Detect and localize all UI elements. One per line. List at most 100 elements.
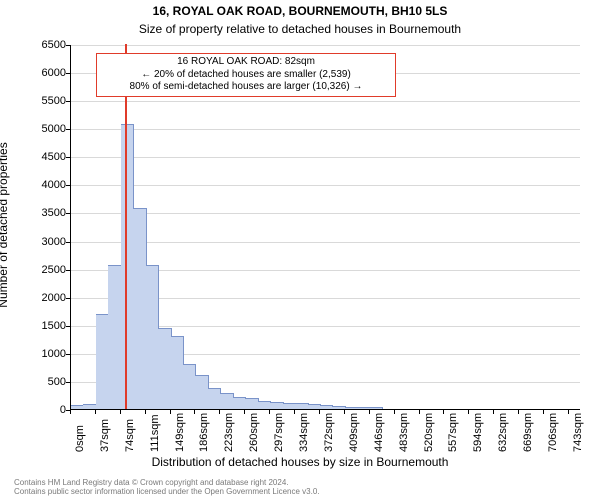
histogram-bar — [357, 407, 370, 409]
ytick-mark — [66, 73, 70, 74]
ytick-label: 4500 — [26, 151, 66, 163]
ytick-label: 500 — [26, 376, 66, 388]
xtick-label: 446sqm — [373, 413, 385, 452]
histogram-bar — [96, 314, 109, 409]
ytick-label: 1000 — [26, 348, 66, 360]
xtick-mark — [95, 410, 96, 414]
ytick-mark — [66, 45, 70, 46]
xtick-label: 483sqm — [398, 413, 410, 452]
xtick-mark — [269, 410, 270, 414]
ytick-label: 3000 — [26, 236, 66, 248]
ytick-label: 4000 — [26, 179, 66, 191]
ytick-mark — [66, 298, 70, 299]
attribution-footer: Contains HM Land Registry data © Crown c… — [14, 478, 320, 496]
xtick-mark — [394, 410, 395, 414]
gridline-h — [71, 101, 580, 102]
histogram-bar — [270, 402, 283, 409]
histogram-bar — [370, 407, 383, 409]
histogram-bar — [146, 265, 159, 409]
gridline-h — [71, 242, 580, 243]
xtick-mark — [319, 410, 320, 414]
gridline-h — [71, 157, 580, 158]
histogram-bar — [183, 364, 196, 409]
chart-container: 16, ROYAL OAK ROAD, BOURNEMOUTH, BH10 5L… — [0, 0, 600, 500]
xtick-mark — [568, 410, 569, 414]
ytick-label: 3500 — [26, 207, 66, 219]
xtick-label: 409sqm — [348, 413, 360, 452]
xtick-mark — [145, 410, 146, 414]
xtick-label: 149sqm — [174, 413, 186, 452]
ytick-mark — [66, 213, 70, 214]
xtick-label: 334sqm — [298, 413, 310, 452]
xtick-label: 743sqm — [572, 413, 584, 452]
histogram-bar — [283, 403, 296, 409]
histogram-bar — [308, 404, 321, 409]
histogram-bar — [220, 393, 233, 409]
xtick-mark — [369, 410, 370, 414]
xtick-label: 520sqm — [423, 413, 435, 452]
ytick-mark — [66, 185, 70, 186]
xtick-mark — [194, 410, 195, 414]
xtick-mark — [443, 410, 444, 414]
ytick-label: 2000 — [26, 292, 66, 304]
xtick-label: 669sqm — [522, 413, 534, 452]
xtick-mark — [244, 410, 245, 414]
ytick-mark — [66, 382, 70, 383]
histogram-bar — [195, 375, 208, 409]
xtick-mark — [219, 410, 220, 414]
histogram-bar — [71, 405, 84, 409]
xtick-label: 260sqm — [248, 413, 260, 452]
chart-title: 16, ROYAL OAK ROAD, BOURNEMOUTH, BH10 5L… — [0, 4, 600, 18]
histogram-bar — [121, 124, 134, 409]
annotation-line1: 16 ROYAL OAK ROAD: 82sqm — [103, 56, 389, 69]
ytick-label: 6000 — [26, 67, 66, 79]
xtick-mark — [493, 410, 494, 414]
histogram-bar — [171, 336, 184, 409]
histogram-bar — [258, 401, 271, 409]
footer-line2: Contains public sector information licen… — [14, 487, 320, 496]
histogram-bar — [295, 403, 308, 409]
xtick-label: 557sqm — [447, 413, 459, 452]
xtick-label: 594sqm — [472, 413, 484, 452]
histogram-bar — [332, 406, 345, 409]
xtick-label: 111sqm — [149, 414, 161, 452]
ytick-label: 5000 — [26, 123, 66, 135]
plot-area — [70, 45, 580, 410]
histogram-bar — [158, 328, 171, 409]
histogram-bar — [320, 405, 333, 409]
xtick-label: 223sqm — [223, 413, 235, 452]
histogram-bar — [233, 397, 246, 409]
ytick-label: 5500 — [26, 95, 66, 107]
xtick-mark — [419, 410, 420, 414]
ytick-label: 0 — [26, 404, 66, 416]
histogram-bar — [245, 398, 258, 409]
ytick-mark — [66, 101, 70, 102]
annotation-callout: 16 ROYAL OAK ROAD: 82sqm ← 20% of detach… — [96, 53, 396, 97]
ytick-label: 6500 — [26, 39, 66, 51]
xtick-mark — [120, 410, 121, 414]
ytick-label: 2500 — [26, 264, 66, 276]
ytick-mark — [66, 354, 70, 355]
ytick-mark — [66, 326, 70, 327]
xtick-mark — [543, 410, 544, 414]
histogram-bar — [108, 265, 121, 409]
y-axis-title: Number of detached properties — [0, 43, 10, 408]
xtick-label: 297sqm — [273, 413, 285, 452]
x-axis-title: Distribution of detached houses by size … — [0, 455, 600, 469]
xtick-mark — [170, 410, 171, 414]
histogram-bar — [208, 388, 221, 409]
gridline-h — [71, 129, 580, 130]
xtick-label: 0sqm — [74, 425, 86, 452]
xtick-mark — [468, 410, 469, 414]
xtick-label: 74sqm — [124, 419, 136, 452]
footer-line1: Contains HM Land Registry data © Crown c… — [14, 478, 320, 487]
xtick-label: 632sqm — [497, 413, 509, 452]
histogram-bar — [83, 404, 96, 409]
annotation-line2: ← 20% of detached houses are smaller (2,… — [103, 69, 389, 82]
histogram-bar — [133, 208, 146, 409]
subject-marker-line — [125, 44, 127, 409]
ytick-label: 1500 — [26, 320, 66, 332]
gridline-h — [71, 45, 580, 46]
xtick-mark — [344, 410, 345, 414]
chart-subtitle: Size of property relative to detached ho… — [0, 22, 600, 36]
